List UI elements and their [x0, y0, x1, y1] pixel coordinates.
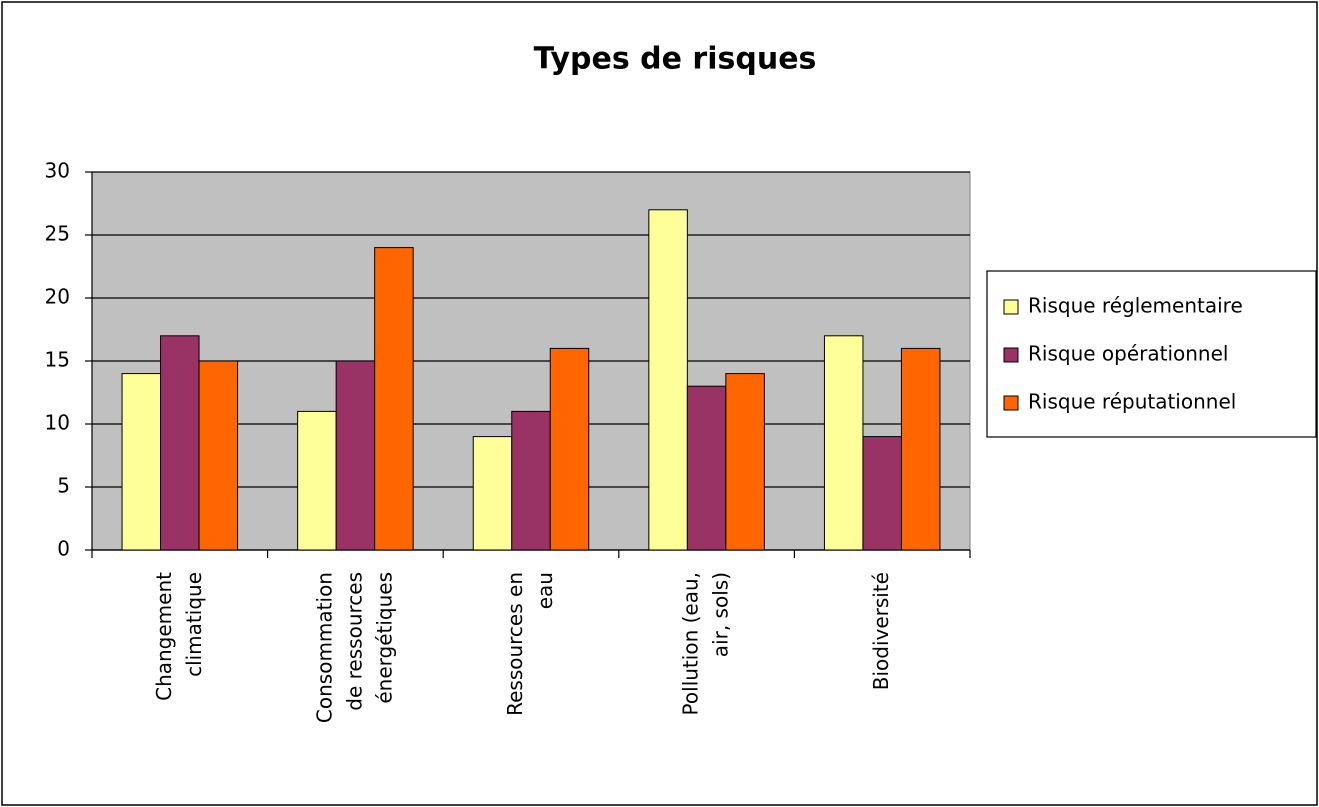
x-tick-label: Pollution (eau, air, sols) — [678, 572, 732, 715]
legend-label: Risque opérationnel — [1028, 342, 1228, 366]
bar — [121, 373, 162, 551]
x-tick-label: Biodiversité — [869, 572, 893, 690]
bar — [297, 410, 337, 551]
y-tick-label: 20 — [45, 285, 70, 309]
legend-swatch — [1003, 299, 1019, 315]
y-tick-label: 5 — [57, 474, 70, 498]
bar — [648, 209, 688, 551]
x-tick-label: Changement climatique — [151, 572, 205, 701]
bar — [160, 335, 200, 551]
bar — [335, 360, 376, 551]
x-tick-label-line: Pollution (eau, — [678, 572, 702, 715]
x-tick-label-line: air, sols) — [708, 572, 732, 657]
bar — [511, 410, 551, 551]
legend-swatch — [1003, 395, 1019, 411]
x-tick-label-line: Ressources en — [503, 572, 527, 716]
x-tick-label-line: Consommation — [312, 572, 336, 723]
y-tick-label: 30 — [45, 159, 70, 183]
bar — [549, 347, 590, 551]
y-tick-label: 15 — [45, 348, 70, 372]
x-tick-label-line: de ressources — [342, 572, 366, 711]
bar — [374, 247, 414, 551]
x-tick-label-line: Biodiversité — [869, 572, 893, 690]
legend-label: Risque réglementaire — [1028, 294, 1243, 318]
bar — [823, 335, 864, 551]
chart-title: Types de risques — [534, 42, 817, 77]
bar — [725, 373, 765, 551]
y-tick-label: 25 — [45, 222, 70, 246]
legend-label: Risque réputationnel — [1028, 390, 1236, 414]
bar — [686, 385, 727, 551]
bar — [862, 436, 902, 551]
x-tick-label: Consommation de ressources énergétiques — [312, 572, 396, 723]
legend-swatch — [1003, 347, 1019, 363]
x-tick-label-line: Changement — [151, 572, 175, 701]
x-tick-label-line: eau — [533, 572, 557, 609]
x-tick-label: Ressources en eau — [503, 572, 557, 716]
y-tick-label: 0 — [57, 537, 70, 561]
bar — [472, 436, 513, 551]
bar — [198, 360, 239, 551]
x-tick-label-line: climatique — [181, 572, 205, 677]
legend-box — [986, 270, 1317, 438]
bar — [900, 347, 941, 551]
y-tick-label: 10 — [45, 411, 70, 435]
x-tick-label-line: énergétiques — [372, 572, 396, 704]
